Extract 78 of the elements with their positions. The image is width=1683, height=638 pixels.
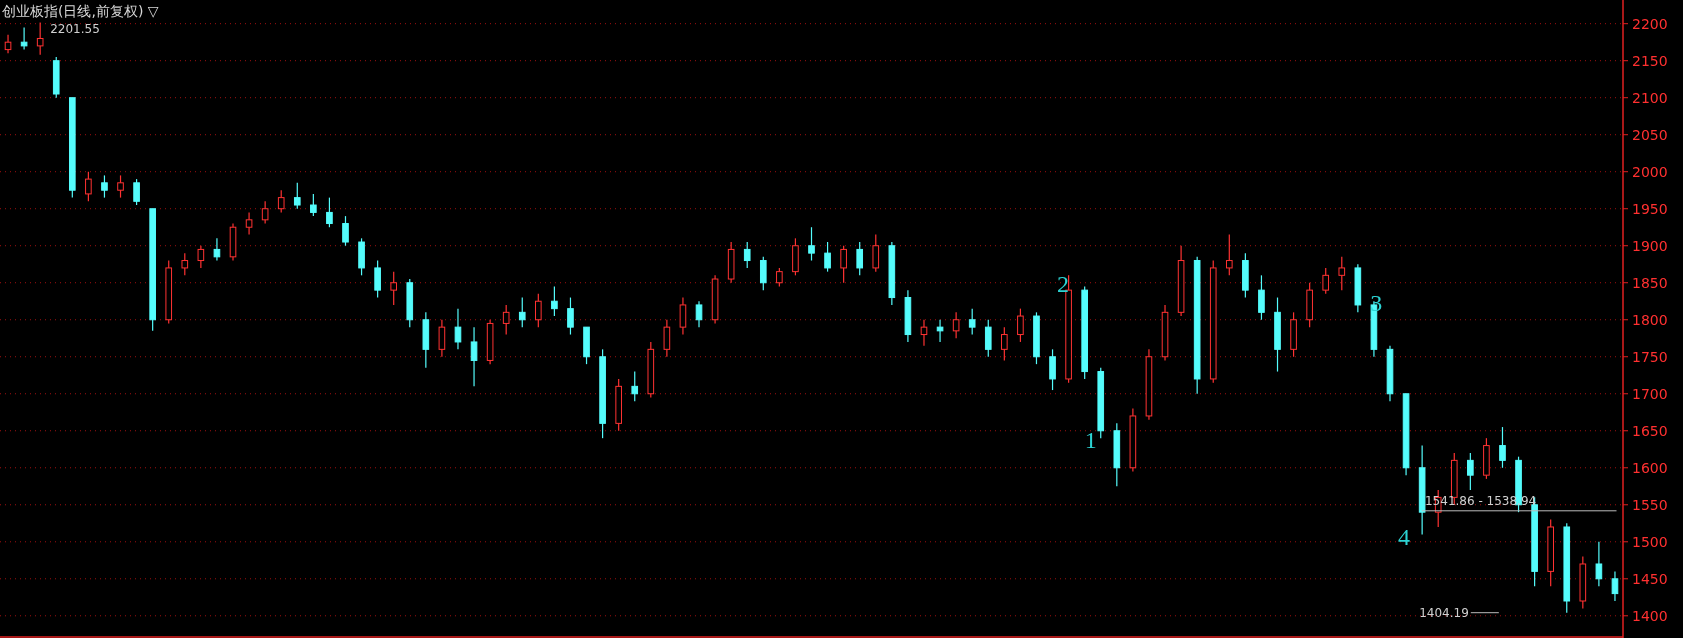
- candlestick: [1499, 426, 1506, 469]
- y-tick-label: 1800: [1632, 311, 1668, 328]
- y-tick-label: 1450: [1632, 570, 1668, 587]
- candlestick: [759, 256, 767, 291]
- y-tick-label: 1650: [1632, 422, 1668, 439]
- y-tick-label: 2150: [1632, 52, 1668, 69]
- candlestick: [1017, 308, 1024, 343]
- candlestick: [117, 174, 124, 199]
- candlestick: [695, 300, 703, 328]
- candlestick: [1225, 234, 1233, 276]
- y-tick-label: 2100: [1632, 89, 1668, 106]
- annotation: 2201.55: [50, 21, 100, 36]
- y-tick-label: 2050: [1632, 126, 1668, 143]
- chart-title: 创业板指(日线,前复权) ▽: [2, 3, 159, 19]
- candlestick: [1049, 348, 1056, 391]
- annotation: 1404.19: [1419, 605, 1469, 620]
- y-tick-label: 1400: [1632, 607, 1668, 624]
- y-tick-label: 1850: [1632, 274, 1668, 291]
- candlestick: [502, 304, 510, 336]
- annotation: 4: [1397, 523, 1410, 550]
- annotation: 1: [1084, 426, 1097, 453]
- candlestick: [470, 326, 478, 387]
- candlestick: [824, 241, 831, 273]
- y-tick-label: 1750: [1632, 348, 1668, 365]
- y-tick-label: 1900: [1632, 237, 1668, 254]
- candlestick: [1001, 326, 1008, 362]
- candlestick: [984, 319, 992, 358]
- candlestick: [968, 308, 976, 336]
- candlestick: [1338, 256, 1346, 291]
- candlestick: [101, 174, 108, 199]
- candlestick: [567, 296, 574, 336]
- candlestick: [213, 237, 221, 262]
- candlestick: [663, 319, 671, 358]
- y-tick-label: 1500: [1632, 533, 1668, 550]
- y-tick-label: 1700: [1632, 385, 1668, 402]
- candlestick: [1258, 274, 1265, 321]
- candlestick: [535, 293, 542, 328]
- candlestick: [197, 245, 205, 269]
- candlestick: [36, 21, 44, 56]
- candlestick: [342, 215, 349, 247]
- y-tick-label: 1600: [1632, 459, 1668, 476]
- candlestick: [310, 193, 317, 217]
- candlestick: [743, 241, 751, 269]
- candlestick: [1322, 267, 1330, 295]
- candlestick: [326, 197, 333, 228]
- candlestick: [952, 311, 960, 339]
- candlestick: [936, 319, 944, 343]
- candlestick: [631, 370, 639, 402]
- y-tick-label: 1550: [1632, 496, 1668, 513]
- candlestick: [776, 267, 783, 288]
- candlestick: [856, 241, 864, 276]
- candlestick: [1467, 452, 1474, 491]
- candlestick: [1595, 541, 1603, 587]
- candlestick: [872, 234, 880, 273]
- candlestick: [390, 271, 398, 306]
- candlestick: [20, 26, 28, 51]
- candlestick: [920, 319, 928, 347]
- candlestick: [454, 308, 462, 350]
- candlestick: [293, 182, 301, 210]
- candlestick: [261, 200, 269, 225]
- candlestick: [551, 285, 558, 317]
- candlestick: [374, 259, 381, 299]
- candlestick: [245, 211, 253, 236]
- annotation: 3: [1370, 290, 1383, 317]
- candlestick: [808, 226, 815, 262]
- y-tick-label: 2200: [1632, 15, 1668, 32]
- candlestick: [679, 296, 687, 336]
- y-tick-label: 1950: [1632, 200, 1668, 217]
- annotation: 2: [1057, 271, 1070, 298]
- candlestick: [840, 245, 847, 284]
- candlestick: [438, 319, 446, 358]
- candlestick: [181, 252, 189, 276]
- y-tick-label: 2000: [1632, 163, 1668, 180]
- candlestick: [518, 296, 526, 328]
- candlestick: [277, 189, 285, 214]
- candlestick: [85, 171, 92, 202]
- candlestick: [1611, 570, 1619, 602]
- candlestick: [133, 178, 140, 206]
